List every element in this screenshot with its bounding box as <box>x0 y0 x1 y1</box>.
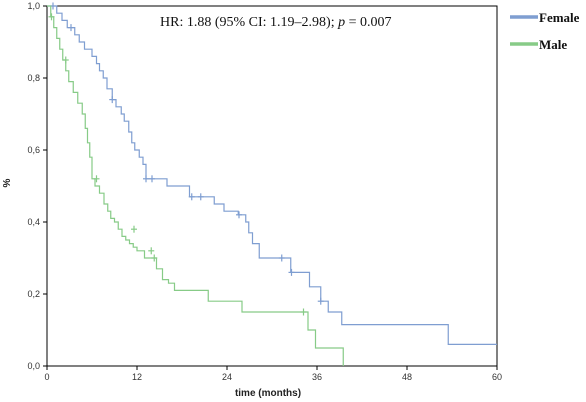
plot-area <box>46 5 498 367</box>
censor-mark-female <box>288 268 295 276</box>
series-line-female <box>47 5 497 345</box>
x-tick-label: 60 <box>492 372 502 382</box>
censor-mark-female <box>149 175 155 183</box>
x-tick-label: 24 <box>222 372 232 382</box>
y-tick-label: 0,0 <box>27 361 40 371</box>
legend-label-male: Male <box>539 37 567 52</box>
x-tick-label: 12 <box>132 372 142 382</box>
censor-mark-female <box>236 211 242 219</box>
x-tick-label: 0 <box>44 372 49 382</box>
censor-mark-male <box>62 56 69 64</box>
censor-mark-male <box>151 254 158 262</box>
censor-mark-female <box>68 24 74 32</box>
hazard-ratio-annotation: HR: 1.88 (95% CI: 1.19–2.98); p = 0.007 <box>160 15 392 30</box>
annotation-p-symbol: p <box>337 15 345 30</box>
x-tick-label: 48 <box>402 372 412 382</box>
series-line-male <box>47 5 344 366</box>
legend-label-female: Female <box>539 10 580 25</box>
x-tick-label: 36 <box>312 372 322 382</box>
censor-mark-male <box>93 175 100 183</box>
y-tick-label: 1,0 <box>27 1 40 11</box>
y-tick-label: 0,4 <box>27 217 40 227</box>
legend: Female Male <box>510 10 580 52</box>
censor-mark-female <box>197 193 204 201</box>
y-axis-title: % <box>2 178 13 187</box>
y-tick-label: 0,2 <box>27 289 40 299</box>
annotation-p-value: = 0.007 <box>345 15 391 30</box>
censor-mark-female <box>188 193 195 201</box>
censor-mark-female <box>109 96 116 104</box>
x-axis-title: time (months) <box>235 388 301 399</box>
y-tick-label: 0,8 <box>27 73 40 83</box>
series-layer <box>47 2 497 366</box>
censor-mark-male <box>148 247 155 255</box>
censor-mark-female <box>143 175 149 183</box>
censor-mark-male <box>48 13 55 21</box>
censor-mark-female <box>317 297 324 305</box>
censor-mark-female <box>278 254 285 262</box>
annotation-prefix: HR: 1.88 (95% CI: 1.19–2.98); <box>160 15 338 30</box>
plot-frame <box>46 5 498 367</box>
axes-layer: 0 12 24 36 48 60 0,0 0,2 0,4 0,6 0,8 1,0 <box>27 1 502 382</box>
censor-mark-male <box>300 308 307 316</box>
y-tick-label: 0,6 <box>27 145 40 155</box>
censor-mark-male <box>131 225 137 233</box>
